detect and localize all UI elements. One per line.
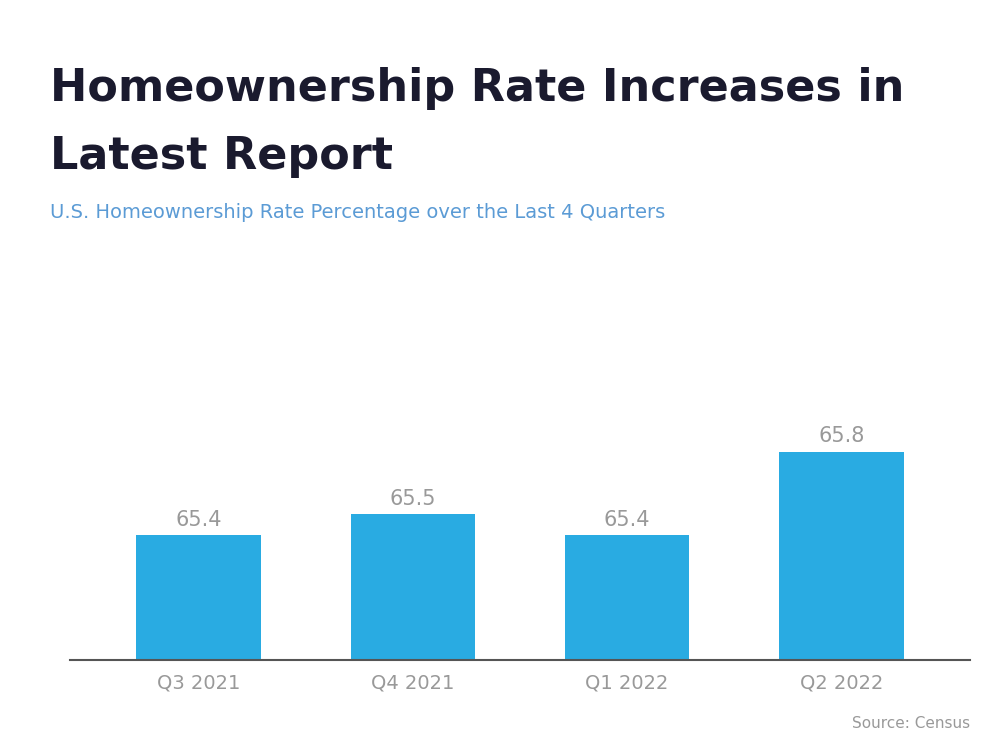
Text: U.S. Homeownership Rate Percentage over the Last 4 Quarters: U.S. Homeownership Rate Percentage over … bbox=[50, 202, 665, 221]
Bar bbox=[779, 452, 904, 660]
Text: 65.4: 65.4 bbox=[604, 510, 650, 530]
Text: 65.5: 65.5 bbox=[390, 489, 436, 509]
Text: 65.8: 65.8 bbox=[818, 427, 865, 446]
Text: Source: Census: Source: Census bbox=[852, 716, 970, 731]
Text: 65.4: 65.4 bbox=[175, 510, 222, 530]
Bar bbox=[136, 535, 261, 660]
Bar bbox=[565, 535, 689, 660]
Bar bbox=[351, 514, 475, 660]
Text: Latest Report: Latest Report bbox=[50, 135, 393, 178]
Text: Homeownership Rate Increases in: Homeownership Rate Increases in bbox=[50, 68, 904, 110]
